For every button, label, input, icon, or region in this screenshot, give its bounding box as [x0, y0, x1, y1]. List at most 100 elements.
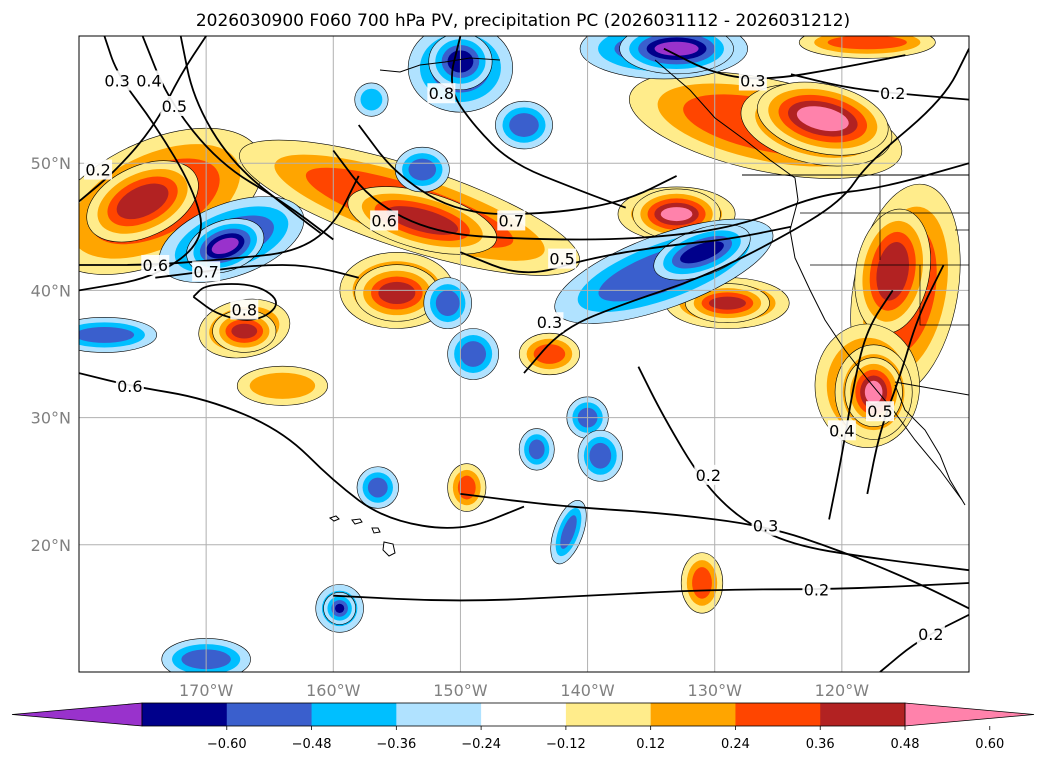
pv-contour-0.8: [192, 283, 277, 321]
precip-cell-23-level-2: [249, 372, 316, 399]
pv-contour-0.6: [332, 149, 969, 241]
contour-label: 0.2: [804, 580, 829, 599]
lon-tick-label: 150°W: [433, 681, 488, 700]
colorbar: −0.60 −0.48 −0.36 −0.24 −0.12 0.12 0.24 0.36 0.4…: [11, 702, 1035, 752]
contour-label: 0.5: [162, 97, 187, 116]
lat-tick-label: 20°N: [31, 536, 71, 555]
precip-cell-5-level-4: [378, 281, 416, 305]
contour-label-bg: [103, 70, 132, 91]
precip-cell-32-level-3: [509, 113, 539, 137]
pv-contour-0.2: [637, 366, 969, 572]
pv-contour-0.3: [523, 48, 969, 374]
map-panel: 0.20.3 0.40.50.6 0.70.6 0.70.80.50.30.80.60…: [31, 35, 970, 700]
lon-tick-label: 130°W: [688, 681, 743, 700]
precip-cell-39-level-3: [589, 442, 612, 469]
pv-contour-0.6: [79, 372, 525, 529]
pv-contour-0.3: [460, 493, 969, 610]
colorbar-bin-9: [820, 703, 906, 726]
precip-cell-14-level-4: [708, 296, 746, 310]
precip-cell-7-level-4: [231, 323, 258, 339]
contour-label: 0.2: [696, 466, 721, 485]
colorbar-extend-high: [904, 702, 1035, 727]
colorbar-extend-low: [11, 702, 143, 727]
contour-label-bg: [916, 623, 945, 644]
north-america-coastline: [654, 59, 963, 501]
contour-label: 0.4: [829, 421, 854, 440]
precip-cell-22-level-3: [692, 567, 712, 599]
contour-label-bg: [878, 83, 907, 104]
colorbar-tick-label: 0.36: [806, 737, 835, 752]
precip-cell-37-level-3: [460, 341, 487, 367]
contour-label: 0.3: [753, 517, 778, 536]
colorbar-bin-4: [396, 703, 482, 726]
pv-contour-0.7: [155, 264, 359, 279]
contour-label-bg: [535, 312, 564, 333]
lon-tick-label: 170°W: [179, 681, 234, 700]
contour-label: 0.3: [537, 313, 562, 332]
lat-tick-label: 50°N: [31, 154, 71, 173]
contour-label: 0.2: [85, 161, 110, 180]
pv-contour-0.3: [79, 36, 202, 292]
pv-contour-0.8: [451, 36, 627, 209]
pv-contour-0.5: [179, 36, 322, 234]
contour-label-bg: [230, 299, 259, 320]
contour-label: 0.2: [880, 84, 905, 103]
contour-label: 0.7: [193, 262, 218, 281]
contour-label-bg: [160, 95, 189, 116]
precip-cell-12-level-5: [660, 207, 693, 222]
contour-label: 0.6: [143, 256, 168, 275]
colorbar-tick-label: −0.36: [376, 737, 416, 752]
precip-cell-10-level-5: [796, 106, 849, 132]
colorbar-bin-5: [481, 703, 567, 726]
colorbar-tick-label: 0.48: [891, 737, 920, 752]
colorbar-frame: [141, 702, 906, 727]
latitude-ticks: 20°N 30°N 40°N 50°N: [31, 154, 71, 555]
contour-label-bg: [694, 464, 723, 485]
precip-cell-41-level-3: [367, 477, 388, 498]
pv-contour-0.5: [460, 225, 792, 274]
precip-cell-20-level-3: [533, 344, 566, 364]
precip-cell-25-level-5: [211, 237, 239, 255]
lat-tick-label: 30°N: [31, 409, 71, 428]
contour-label-bg: [84, 159, 113, 180]
pv-contour-0.6: [79, 175, 360, 266]
map-frame: [78, 35, 970, 673]
precip-cell-34-level-2: [360, 88, 383, 111]
precip-cell-19-level-5: [864, 380, 883, 404]
hawaii-islands: [328, 515, 396, 557]
colorbar-tick-label: 0.60: [975, 737, 1004, 752]
precip-cell-36-level-3: [435, 290, 460, 317]
precip-cell-46-level-3: [827, 36, 907, 50]
contour-label: 0.3: [740, 72, 765, 91]
contour-label: 0.5: [549, 250, 574, 269]
pv-contour-0.4: [828, 289, 894, 520]
contour-label: 0.7: [499, 211, 524, 230]
colorbar-bin-7: [650, 703, 736, 726]
contour-label-bg: [134, 70, 163, 91]
contour-label: 0.2: [918, 625, 943, 644]
pv-contour-0.2: [79, 36, 207, 203]
precip-cell-29-level-5: [654, 41, 699, 56]
contour-label-bg: [738, 70, 767, 91]
baja-coast: [894, 384, 966, 506]
colorbar-bin-2: [226, 703, 313, 726]
contour-label-bg: [827, 420, 856, 441]
colorbar-tick-label: 0.24: [721, 737, 750, 752]
precip-cell-3-level-4: [386, 206, 459, 235]
contour-label-bg: [802, 579, 831, 600]
colorbar-tick-label: −0.48: [292, 737, 332, 752]
precip-cell-16-level-4: [876, 242, 910, 301]
pv-contours: 0.20.3 0.40.50.6 0.70.6 0.70.80.50.30.80.60…: [79, 36, 969, 672]
contour-label-bg: [141, 254, 170, 275]
contour-label-bg: [192, 261, 221, 282]
gridlines: [79, 36, 969, 672]
precip-cell-40-level-3: [528, 439, 545, 460]
colorbar-tick-label: −0.60: [207, 737, 247, 752]
colorbar-tick-label: −0.12: [546, 737, 586, 752]
coastlines: [328, 57, 969, 557]
contour-label-bg: [548, 248, 577, 269]
map-title: 2026030900 F060 700 hPa PV, precipitatio…: [196, 11, 850, 31]
contour-label-bg: [370, 210, 399, 231]
state-borders: [800, 175, 969, 326]
